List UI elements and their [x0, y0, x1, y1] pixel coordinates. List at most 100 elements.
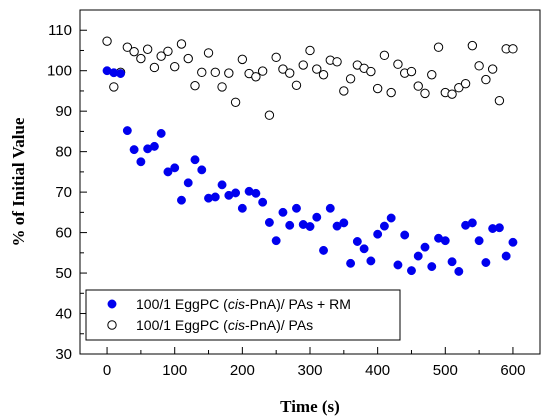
data-point-open — [427, 70, 437, 80]
data-point-filled — [474, 236, 484, 246]
data-point-open — [163, 46, 173, 56]
data-point-open — [447, 89, 457, 99]
data-point-filled — [373, 229, 383, 239]
data-point-filled — [339, 218, 349, 228]
data-point-filled — [197, 165, 207, 175]
data-point-filled — [285, 220, 295, 230]
y-tick-label: 110 — [48, 22, 72, 39]
data-point-filled — [407, 266, 416, 276]
data-point-open — [406, 66, 417, 77]
data-point-filled — [258, 197, 268, 207]
data-point-open — [420, 88, 430, 99]
y-tick-label: 50 — [55, 265, 72, 282]
data-point-open — [291, 80, 302, 90]
data-point-filled — [413, 251, 423, 261]
data-point-open — [102, 36, 112, 46]
legend-marker — [107, 320, 117, 330]
data-series-layer — [102, 36, 518, 276]
data-point-open — [372, 83, 383, 94]
y-tick-label: 70 — [55, 184, 72, 201]
data-point-filled — [116, 69, 126, 78]
data-point-open — [386, 87, 396, 98]
data-point-filled — [312, 212, 322, 222]
data-point-filled — [156, 128, 166, 138]
data-point-filled — [481, 258, 491, 267]
x-axis-ticks: 0 100 200 300 400 500 600 — [103, 347, 525, 379]
data-point-filled — [400, 230, 410, 240]
data-point-open — [433, 42, 444, 52]
x-tick-label: 300 — [297, 362, 322, 379]
legend-label: 100/1 EggPC (cis-PnA)/ PAs + RM — [136, 296, 351, 312]
data-point-open — [183, 53, 193, 64]
x-tick-label: 0 — [103, 362, 111, 379]
data-point-open — [332, 57, 342, 67]
data-point-filled — [129, 145, 139, 155]
data-point-filled — [501, 251, 511, 261]
data-point-open — [257, 66, 268, 76]
data-point-filled — [305, 222, 315, 231]
data-point-open — [366, 66, 376, 77]
data-point-filled — [447, 257, 457, 267]
data-point-open — [197, 67, 207, 78]
y-axis-title: % of Initial Value — [9, 117, 28, 246]
data-point-open — [210, 67, 220, 78]
x-tick-label: 500 — [433, 362, 458, 379]
data-point-filled — [325, 203, 335, 213]
data-point-open — [136, 53, 146, 64]
data-point-open — [176, 39, 187, 49]
data-point-open — [271, 52, 281, 63]
data-point-open — [142, 44, 153, 54]
data-point-open — [278, 64, 288, 74]
data-point-filled — [427, 262, 437, 272]
x-axis-title: Time (s) — [280, 397, 340, 416]
data-point-filled — [163, 167, 173, 177]
data-point-filled — [494, 223, 504, 233]
data-point-filled — [170, 163, 180, 173]
legend-marker — [107, 299, 117, 309]
data-point-filled — [136, 157, 146, 167]
data-point-open — [393, 59, 403, 69]
data-point-open — [481, 74, 491, 85]
data-point-filled — [352, 237, 362, 246]
data-point-open — [467, 40, 478, 51]
data-point-filled — [251, 188, 261, 198]
legend-label: 100/1 EggPC (cis-PnA)/ PAs — [136, 317, 313, 333]
data-point-open — [109, 82, 119, 92]
y-tick-label: 80 — [55, 144, 72, 161]
data-point-open — [149, 62, 160, 73]
data-point-open — [190, 80, 200, 91]
data-point-open — [237, 54, 248, 65]
data-point-open — [203, 48, 214, 58]
data-point-open — [345, 74, 356, 84]
y-tick-label: 60 — [55, 225, 72, 242]
data-point-open — [494, 95, 505, 106]
data-point-open — [129, 46, 139, 57]
data-point-open — [122, 42, 133, 52]
data-point-open — [298, 60, 308, 70]
data-point-filled — [210, 192, 220, 202]
data-point-filled — [237, 203, 247, 213]
data-point-filled — [278, 207, 288, 217]
data-point-open — [474, 61, 484, 71]
data-point-filled — [366, 256, 376, 266]
data-point-filled — [231, 188, 241, 198]
x-tick-label: 600 — [500, 362, 525, 379]
data-point-filled — [292, 203, 301, 213]
data-point-filled — [177, 195, 186, 205]
data-point-open — [230, 97, 241, 107]
x-tick-label: 400 — [365, 362, 390, 379]
x-tick-label: 200 — [230, 362, 255, 379]
x-tick-label: 100 — [162, 362, 187, 379]
data-point-filled — [454, 266, 464, 276]
legend: 100/1 EggPC (cis-PnA)/ PAs + RM 100/1 Egg… — [85, 289, 401, 341]
data-point-filled — [420, 242, 430, 252]
data-point-filled — [467, 218, 477, 228]
data-point-filled — [190, 155, 200, 165]
data-point-open — [379, 50, 390, 61]
data-point-open — [156, 51, 166, 61]
data-point-filled — [393, 260, 403, 270]
y-tick-label: 30 — [55, 346, 72, 363]
data-point-open — [224, 68, 234, 78]
data-point-open — [318, 70, 329, 80]
